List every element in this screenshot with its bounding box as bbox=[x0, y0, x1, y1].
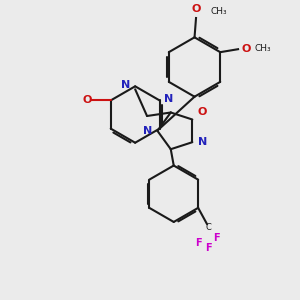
Text: O: O bbox=[191, 4, 201, 14]
Text: O: O bbox=[242, 44, 251, 54]
Text: CH₃: CH₃ bbox=[254, 44, 271, 53]
Text: CH₃: CH₃ bbox=[211, 7, 227, 16]
Text: N: N bbox=[143, 126, 152, 136]
Text: C: C bbox=[206, 223, 212, 232]
Text: F: F bbox=[195, 238, 202, 248]
Text: N: N bbox=[198, 137, 207, 147]
Text: O: O bbox=[82, 95, 92, 105]
Text: O: O bbox=[198, 106, 207, 116]
Text: N: N bbox=[164, 94, 173, 104]
Text: F: F bbox=[205, 244, 212, 254]
Text: F: F bbox=[213, 233, 219, 243]
Text: N: N bbox=[121, 80, 130, 90]
